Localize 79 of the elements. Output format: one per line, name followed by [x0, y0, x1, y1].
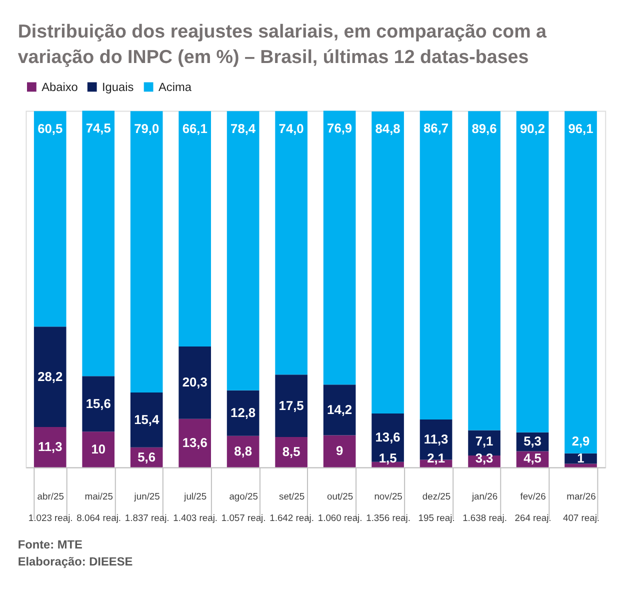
bar	[516, 111, 549, 432]
bar	[34, 326, 66, 428]
x-tick-label: fev/26 264 reaj.	[514, 490, 552, 524]
data-label: 1	[577, 450, 584, 466]
x-tick-label: jun/25 1.837 reaj.	[124, 490, 170, 524]
x-tick-label: nov/25 1.356 reaj.	[366, 490, 410, 524]
bar	[226, 111, 260, 390]
bar	[178, 111, 211, 347]
data-label: 9	[336, 443, 344, 458]
data-label: 15,6	[86, 396, 111, 411]
data-label: 15,4	[134, 412, 160, 427]
data-label: 90,2	[520, 120, 546, 136]
data-label: 4,5	[524, 450, 542, 466]
bar	[34, 427, 66, 468]
x-tick-label: jul/25 1.403 reaj.	[173, 490, 218, 524]
data-label: 12,8	[230, 405, 256, 420]
bar	[82, 376, 115, 432]
bar	[178, 418, 211, 468]
data-label: 2,9	[572, 433, 590, 448]
chart-title: Distribuição dos reajustes salariais, em comparação com a variação do INPC (em %) – Brasil, últimas 12 datas-bases	[18, 20, 548, 68]
data-label: 5,3	[524, 433, 542, 448]
data-label: 13,6	[182, 435, 208, 450]
data-label: 8,5	[282, 444, 300, 460]
x-tick-label: dez/25 195 reaj.	[418, 490, 455, 524]
legend-label: Acima	[158, 80, 192, 94]
x-tick-label: ago/25 1.057 reaj.	[221, 490, 266, 524]
bar	[130, 111, 163, 392]
bar	[420, 110, 452, 420]
data-label: 5,6	[138, 449, 156, 464]
legend-label: Iguais	[102, 80, 134, 94]
x-tick-label: mar/26 407 reaj.	[562, 490, 600, 524]
bar	[275, 374, 308, 437]
data-label: 14,2	[327, 402, 352, 417]
bar	[323, 384, 356, 436]
x-tick-label: set/25 1.642 reaj.	[270, 490, 314, 524]
data-label: 74,0	[278, 120, 304, 136]
data-label: 78,4	[230, 120, 256, 136]
bar	[82, 110, 115, 376]
data-label: 86,7	[424, 120, 449, 136]
bar	[275, 111, 308, 375]
bar	[468, 111, 500, 430]
bar	[82, 432, 115, 468]
bar	[564, 464, 597, 468]
bar	[372, 111, 404, 414]
data-label: 20,3	[182, 374, 208, 390]
data-label: 17,5	[278, 398, 304, 413]
data-label: 66,1	[182, 120, 208, 136]
data-label: 96,1	[568, 120, 594, 136]
data-label: 10	[91, 441, 106, 456]
data-label: 7,1	[475, 433, 494, 448]
data-label: 2,1	[427, 450, 445, 466]
x-tick-label: mai/25 8.064 reaj.	[76, 490, 122, 524]
x-tick-label: abr/25 1.023 reaj.	[28, 490, 73, 524]
source-note: Fonte: MTE	[18, 537, 83, 552]
data-label: 84,8	[375, 121, 400, 136]
bar	[226, 390, 260, 436]
text: Elaboração: DIEESE	[18, 554, 133, 568]
data-label: 60,5	[38, 120, 63, 136]
bar	[34, 111, 66, 327]
data-label: 74,5	[86, 120, 111, 136]
bar	[323, 110, 356, 385]
bar	[323, 435, 356, 468]
bar	[275, 436, 308, 468]
legend-label: Abaixo	[42, 80, 78, 94]
data-label: 11,3	[38, 439, 62, 454]
bar	[178, 346, 211, 419]
data-label: 8,8	[234, 444, 252, 459]
x-tick-label: jan/26 1.638 reaj.	[462, 490, 507, 524]
x-tick-label: out/25 1.060 reaj.	[318, 490, 362, 524]
data-label: 1,5	[378, 450, 397, 466]
data-label: 79,0	[134, 120, 160, 136]
data-label: 11,3	[424, 432, 448, 447]
data-label: 76,9	[327, 120, 352, 136]
data-label: 3,3	[475, 450, 494, 466]
data-label: 13,6	[375, 430, 400, 445]
bar	[130, 392, 163, 448]
data-label: 28,2	[38, 368, 63, 384]
bar	[564, 111, 597, 454]
data-label: 89,6	[472, 120, 497, 136]
